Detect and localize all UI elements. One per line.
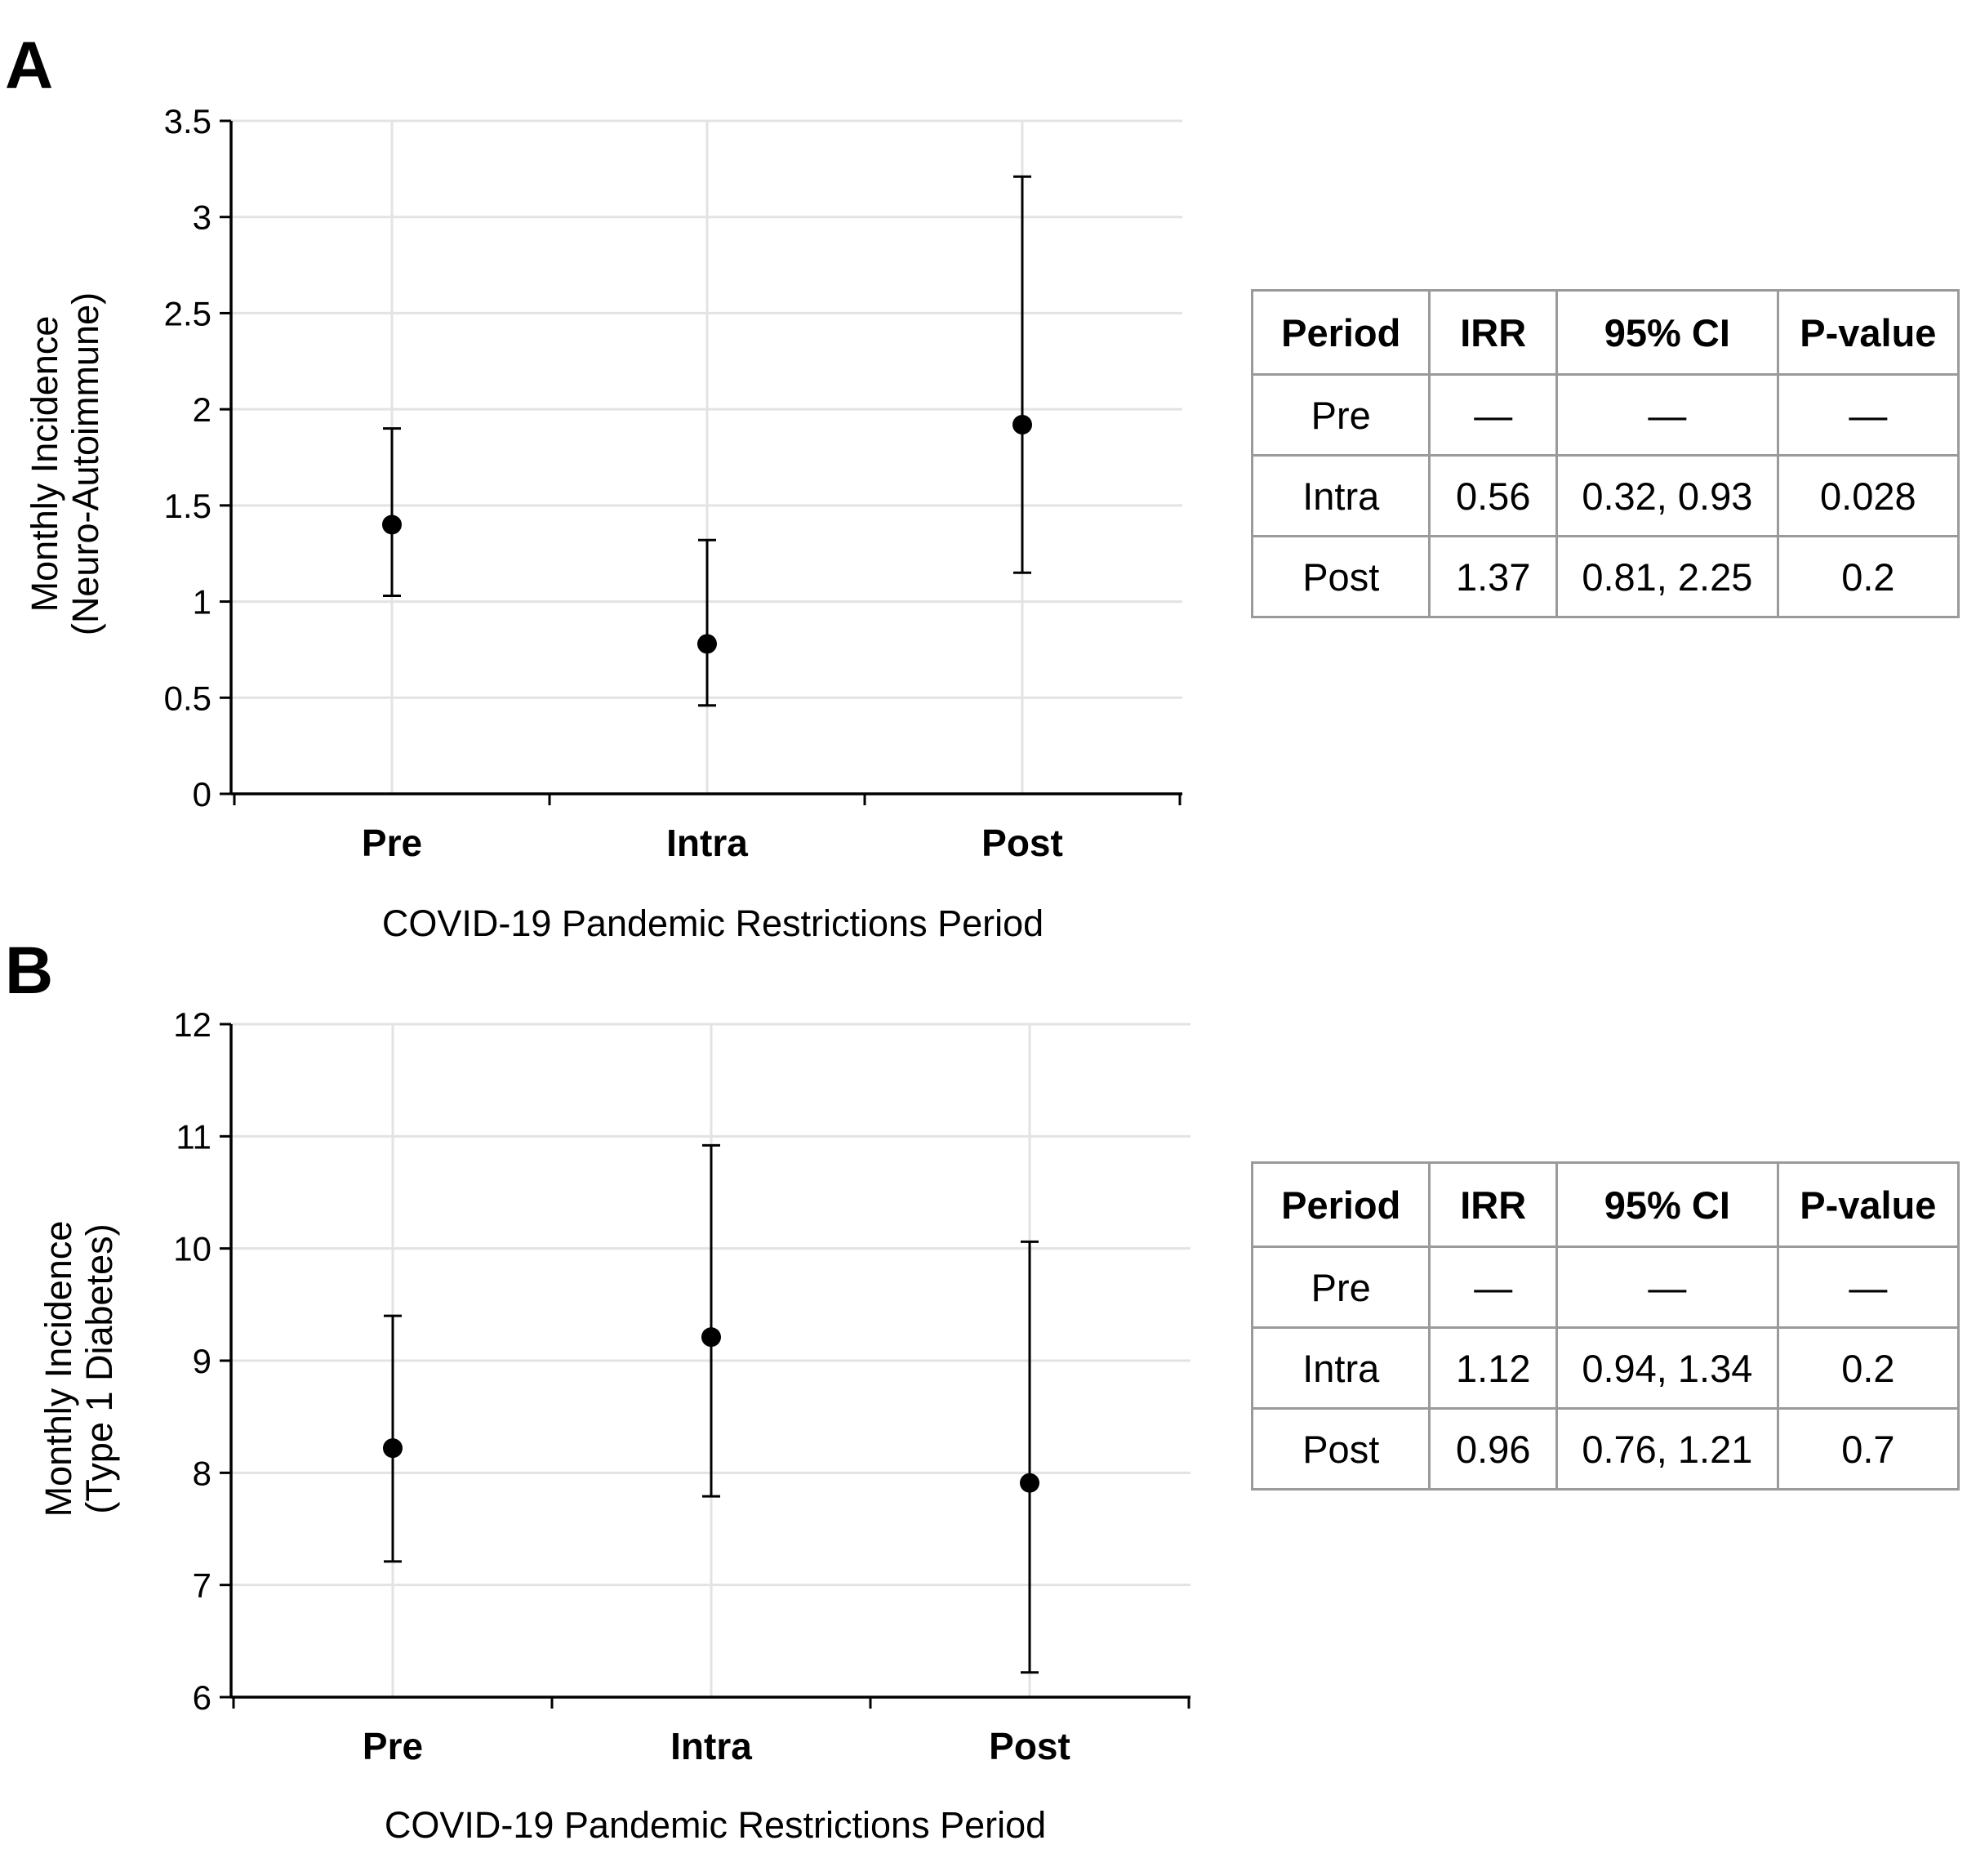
table-row: Pre — — — xyxy=(1250,373,1960,457)
y-tick-label: 3.5 xyxy=(164,102,211,140)
header-ci: 95% CI xyxy=(1555,1161,1779,1248)
cell-irr: 1.37 xyxy=(1428,535,1558,618)
y-tick-label: 3 xyxy=(193,198,211,237)
x-axis-title: COVID-19 Pandemic Restrictions Period xyxy=(382,902,1044,944)
y-axis-title-line2: (Type 1 Diabetes) xyxy=(78,1223,120,1513)
cell-period: Pre xyxy=(1250,1245,1431,1329)
cell-ci: 0.81, 2.25 xyxy=(1555,535,1779,618)
data-point xyxy=(701,1327,721,1348)
x-axis-title: COVID-19 Pandemic Restrictions Period xyxy=(385,1804,1046,1846)
cell-ci: 0.32, 0.93 xyxy=(1555,454,1779,537)
y-tick-label: 11 xyxy=(176,1117,211,1156)
cell-pvalue: 0.2 xyxy=(1776,1326,1960,1410)
y-tick-label: 9 xyxy=(193,1342,211,1380)
cell-ci: 0.76, 1.21 xyxy=(1555,1407,1779,1491)
header-pvalue: P-value xyxy=(1776,289,1960,376)
table-header-row: Period IRR 95% CI P-value xyxy=(1250,1161,1960,1248)
x-category-label: Intra xyxy=(670,1725,752,1767)
y-axis-title-line1: Monthly Incidence xyxy=(38,1221,79,1517)
cell-period: Post xyxy=(1250,535,1431,618)
y-tick-label: 8 xyxy=(193,1454,211,1492)
table-row: Intra 0.56 0.32, 0.93 0.028 xyxy=(1250,454,1960,537)
panel-letter-b: B xyxy=(5,934,54,1008)
table-row: Intra 1.12 0.94, 1.34 0.2 xyxy=(1250,1326,1960,1410)
x-category-label: Pre xyxy=(362,822,422,864)
x-category-label: Post xyxy=(989,1725,1070,1767)
cell-pvalue: — xyxy=(1776,373,1960,457)
cell-ci: — xyxy=(1555,373,1779,457)
y-axis-title: Monthly Incidence (Type 1 Diabetes) xyxy=(38,1221,120,1517)
panel-letter-a: A xyxy=(5,29,54,103)
cell-ci: — xyxy=(1555,1245,1779,1329)
cell-pvalue: 0.2 xyxy=(1776,535,1960,618)
header-irr: IRR xyxy=(1428,289,1558,376)
table-row: Post 1.37 0.81, 2.25 0.2 xyxy=(1250,535,1960,618)
header-period: Period xyxy=(1250,1161,1431,1248)
y-tick-label: 2.5 xyxy=(164,294,211,332)
y-tick-label: 1 xyxy=(193,583,211,622)
y-axis-title: Monthly Incidence (Neuro-Autoimmune) xyxy=(24,292,106,635)
cell-irr: 0.96 xyxy=(1428,1407,1558,1491)
cell-pvalue: 0.028 xyxy=(1776,454,1960,537)
cell-irr: 0.56 xyxy=(1428,454,1558,537)
y-tick-label: 6 xyxy=(193,1678,211,1717)
cell-pvalue: 0.7 xyxy=(1776,1407,1960,1491)
x-category-label: Pre xyxy=(363,1725,423,1767)
data-point xyxy=(697,634,717,654)
cell-irr: — xyxy=(1428,1245,1558,1329)
cell-irr: — xyxy=(1428,373,1558,457)
stats-table-b: Period IRR 95% CI P-value Pre — — — Intr… xyxy=(1250,1161,1960,1491)
cell-ci: 0.94, 1.34 xyxy=(1555,1326,1779,1410)
chart-a: 0 0.5 1 1.5 2 2.5 3 3.5 Pre Intra Post COVID-19 Pan… xyxy=(24,102,1182,944)
y-tick-label: 0.5 xyxy=(164,679,211,717)
table-header-row: Period IRR 95% CI P-value xyxy=(1250,289,1960,376)
cell-period: Intra xyxy=(1250,1326,1431,1410)
table-row: Post 0.96 0.76, 1.21 0.7 xyxy=(1250,1407,1960,1491)
cell-irr: 1.12 xyxy=(1428,1326,1558,1410)
y-axis-title-line1: Monthly Incidence xyxy=(24,316,65,613)
data-point xyxy=(1020,1473,1039,1493)
data-point xyxy=(382,515,402,535)
header-irr: IRR xyxy=(1428,1161,1558,1248)
cell-pvalue: — xyxy=(1776,1245,1960,1329)
y-tick-label: 0 xyxy=(193,775,211,813)
cell-period: Intra xyxy=(1250,454,1431,537)
cell-period: Pre xyxy=(1250,373,1431,457)
header-ci: 95% CI xyxy=(1555,289,1779,376)
table-row: Pre — — — xyxy=(1250,1245,1960,1329)
header-pvalue: P-value xyxy=(1776,1161,1960,1248)
y-tick-label: 1.5 xyxy=(164,487,211,525)
y-tick-label: 7 xyxy=(193,1566,211,1605)
stats-table-a: Period IRR 95% CI P-value Pre — — — Intr… xyxy=(1250,289,1960,618)
y-tick-label: 2 xyxy=(193,390,211,429)
data-point xyxy=(383,1438,403,1459)
chart-b: 6 7 8 9 10 11 12 Pre Intra Post COVID-19 Pandemic … xyxy=(38,1005,1190,1846)
data-point xyxy=(1012,414,1032,434)
x-category-label: Intra xyxy=(666,822,748,864)
x-category-label: Post xyxy=(981,822,1063,864)
y-tick-label: 12 xyxy=(173,1005,211,1044)
header-period: Period xyxy=(1250,289,1431,376)
y-tick-label: 10 xyxy=(173,1230,211,1268)
y-axis-title-line2: (Neuro-Autoimmune) xyxy=(65,292,106,635)
cell-period: Post xyxy=(1250,1407,1431,1491)
